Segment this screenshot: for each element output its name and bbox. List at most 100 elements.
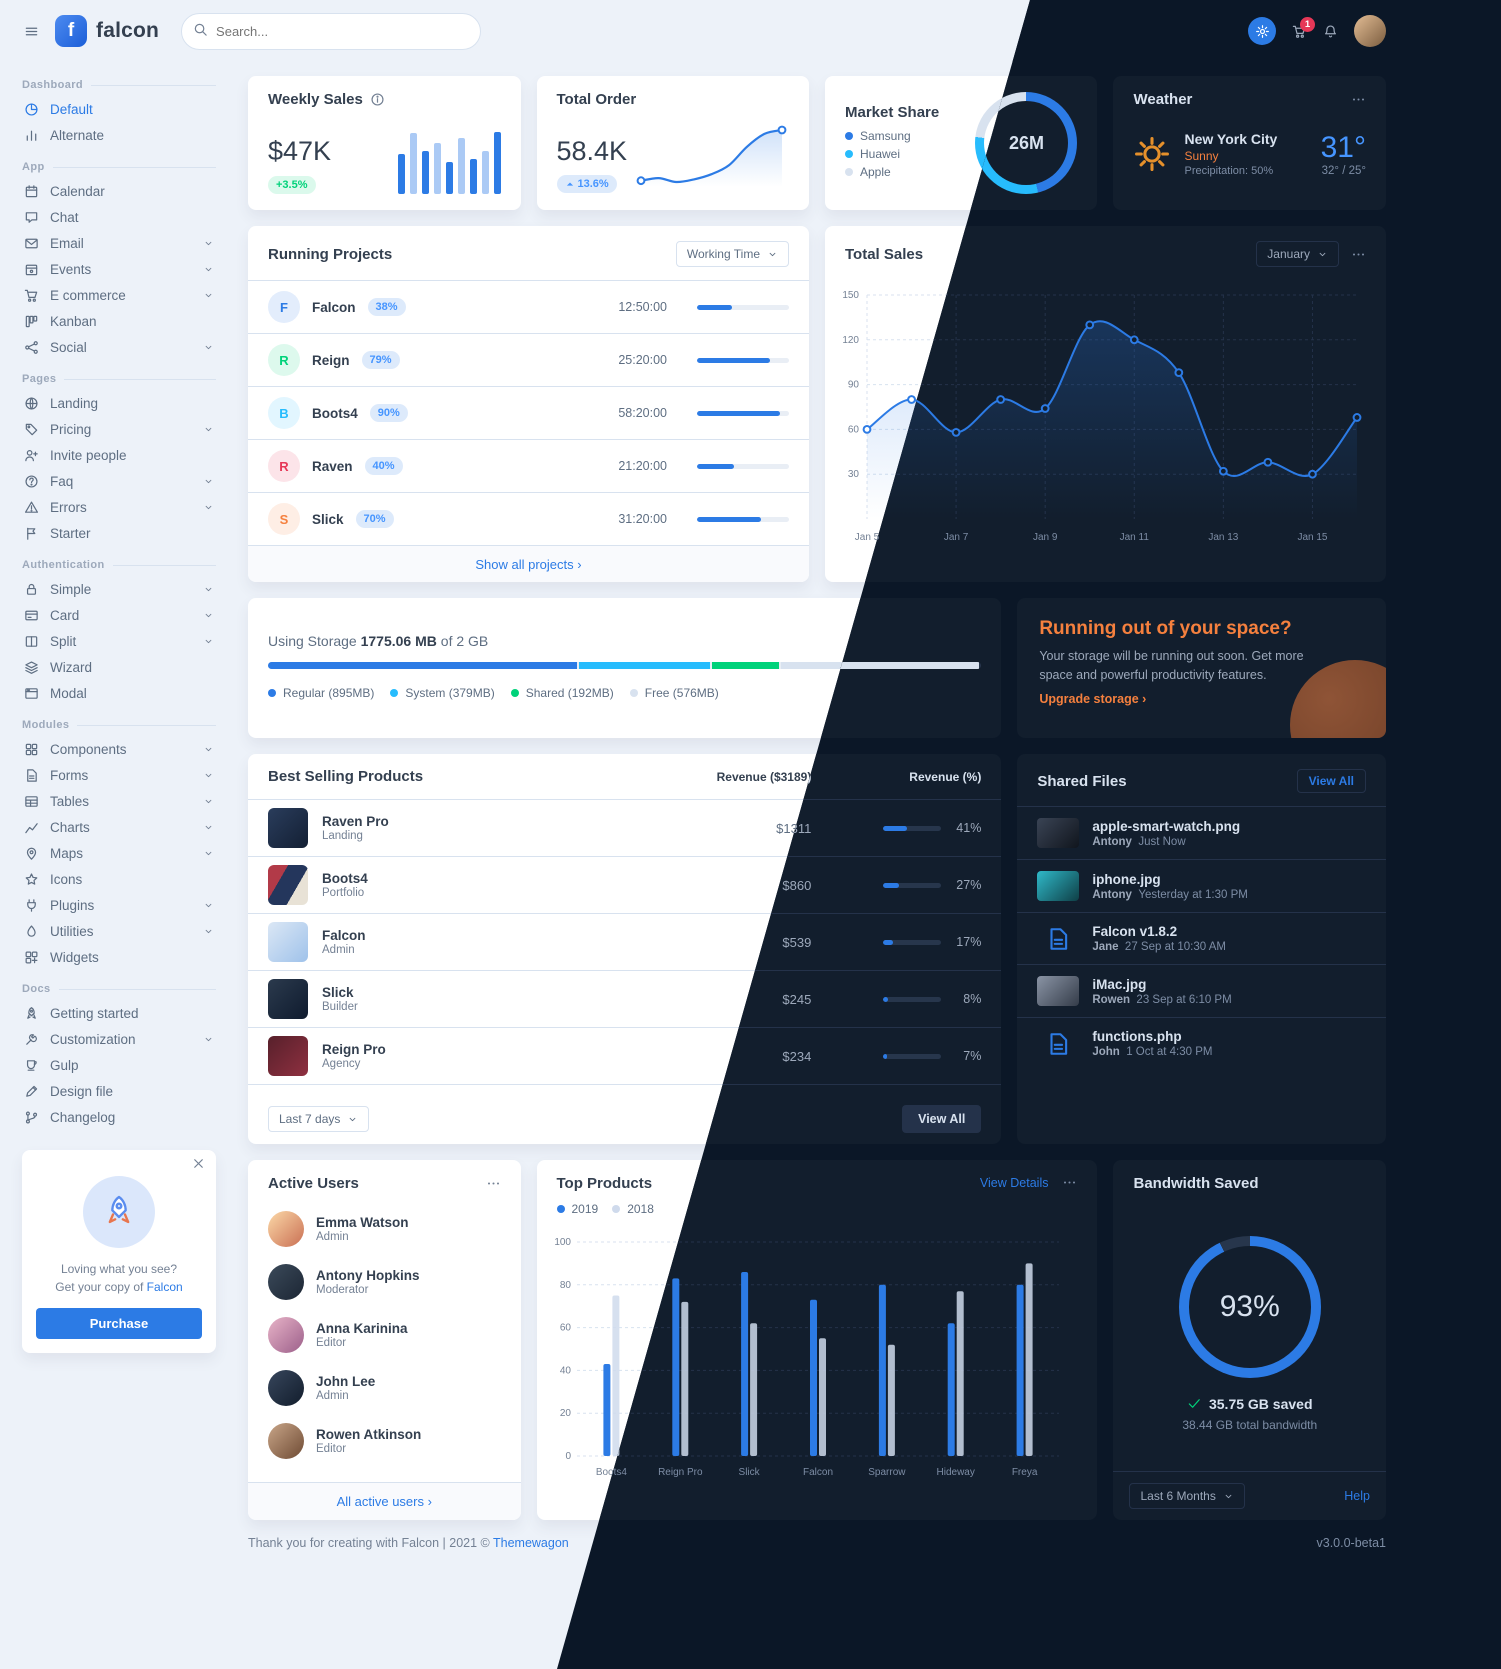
card-menu-icon[interactable] [1351,92,1366,107]
sidebar-item-design-file[interactable]: Design file [22,1078,216,1104]
caret-up-icon [565,179,575,189]
sidebar-item-pricing[interactable]: Pricing [22,416,216,442]
project-name[interactable]: Falcon [312,299,356,315]
card-menu-icon[interactable] [486,1176,501,1191]
sidebar-item-getting-started[interactable]: Getting started [22,1000,216,1026]
working-time-select[interactable]: Working Time [675,241,789,267]
user-name[interactable]: Antony Hopkins [316,1267,420,1283]
split-icon [24,634,39,649]
file-name[interactable]: iMac.jpg [1092,976,1147,992]
promo-falcon-link[interactable]: Falcon [146,1280,183,1294]
upgrade-storage-link[interactable]: Upgrade storage › [1039,691,1147,706]
product-revenue: $860 [782,877,812,893]
user-avatar [268,1263,304,1300]
sidebar-item-faq[interactable]: Faq [22,468,216,494]
sidebar-item-e-commerce[interactable]: E commerce [22,282,216,308]
last-7-days-select[interactable]: Last 7 days [268,1106,370,1132]
user-avatar[interactable] [1354,15,1386,47]
product-name[interactable]: Reign Pro [322,1042,386,1057]
sidebar-item-default[interactable]: Default [22,96,216,122]
sidebar-item-forms[interactable]: Forms [22,762,216,788]
sidebar-item-components[interactable]: Components [22,736,216,762]
sidebar-item-gulp[interactable]: Gulp [22,1052,216,1078]
sidebar-item-email[interactable]: Email [22,230,216,256]
sidebar-item-tables[interactable]: Tables [22,788,216,814]
card-menu-icon[interactable] [1351,247,1366,262]
best-selling-list: Raven Pro Landing $1311 41% Boots4 Portf… [557,800,1002,1094]
close-icon[interactable] [191,1156,206,1171]
sidebar-item-customization[interactable]: Customization [22,1026,216,1052]
project-name[interactable]: Reign [312,352,350,368]
view-all-files-button[interactable]: View All [1296,769,1366,793]
help-link[interactable]: Help [1344,1489,1370,1503]
card-menu-icon[interactable] [1062,1175,1077,1190]
user-name[interactable]: Rowen Atkinson [316,1426,422,1442]
sidebar-item-wizard[interactable]: Wizard [22,654,216,680]
project-name[interactable]: Boots4 [312,405,358,421]
project-name[interactable]: Raven [312,458,353,474]
svg-text:Jan 7: Jan 7 [944,532,969,543]
sidebar-item-invite-people[interactable]: Invite people [22,442,216,468]
file-name[interactable]: apple-smart-watch.png [1092,818,1241,834]
user-name[interactable]: Emma Watson [316,1214,409,1230]
sidebar-item-landing[interactable]: Landing [22,390,216,416]
sidebar-item-simple[interactable]: Simple [22,576,216,602]
sidebar-item-utilities[interactable]: Utilities [22,918,216,944]
shared-files-card: Shared Files View All apple-smart-watch.… [1017,754,1386,1144]
file-name[interactable]: iphone.jpg [1092,871,1161,887]
sidebar-item-errors[interactable]: Errors [22,494,216,520]
show-all-projects-link[interactable]: Show all projects › [475,557,582,572]
user-name[interactable]: Anna Karinina [316,1320,408,1336]
user-name[interactable]: John Lee [316,1373,376,1389]
card-title: Weather [1133,91,1193,108]
sidebar-item-card[interactable]: Card [22,602,216,628]
window-icon [24,686,39,701]
settings-button[interactable] [1248,17,1276,45]
chevron-down-icon [203,822,214,833]
sidebar-item-modal[interactable]: Modal [22,680,216,706]
sidebar-item-alternate[interactable]: Alternate [22,122,216,148]
product-name[interactable]: Slick [322,985,354,1000]
product-name[interactable]: Falcon [322,928,366,943]
sidebar-item-maps[interactable]: Maps [22,840,216,866]
space-body: Your storage will be running out soon. G… [1039,649,1304,682]
sidebar-item-widgets[interactable]: Widgets [22,944,216,970]
nav-section-title: Authentication [22,559,216,571]
sidebar-item-chat[interactable]: Chat [22,204,216,230]
sidebar-item-kanban[interactable]: Kanban [22,308,216,334]
sidebar-item-split[interactable]: Split [22,628,216,654]
last-6-months-select[interactable]: Last 6 Months [1129,1483,1245,1509]
themewagon-link[interactable]: Themewagon [493,1536,569,1550]
menu-toggle-button[interactable] [24,24,39,39]
falcon-logo-icon: f [55,15,87,47]
brand-logo[interactable]: f falcon [55,15,159,47]
product-thumbnail [268,1036,308,1076]
view-all-button[interactable]: View All [902,1105,982,1133]
month-select[interactable]: January [1256,241,1339,267]
sidebar-item-events[interactable]: Events [22,256,216,282]
svg-text:80: 80 [559,1280,571,1291]
search-input[interactable] [181,12,482,50]
product-revenue-percent: 8% [811,992,981,1006]
storage-title: Using Storage 1775.06 MB of 2 GB [268,633,981,649]
sidebar-item-starter[interactable]: Starter [22,520,216,546]
view-details-link[interactable]: View Details [979,1175,1049,1190]
sidebar-item-calendar[interactable]: Calendar [22,178,216,204]
product-name[interactable]: Boots4 [322,871,368,886]
all-active-users-link[interactable]: All active users › [336,1494,432,1509]
sidebar-item-icons[interactable]: Icons [22,866,216,892]
project-name[interactable]: Slick [312,511,344,527]
svg-text:100: 100 [554,1237,571,1248]
project-avatar: B [268,397,300,429]
purchase-button[interactable]: Purchase [36,1308,202,1339]
sidebar-item-social[interactable]: Social [22,334,216,360]
cart-button[interactable]: 1 [1292,16,1315,39]
file-name[interactable]: Falcon v1.8.2 [1092,924,1178,939]
sidebar-item-charts[interactable]: Charts [22,814,216,840]
sidebar-item-plugins[interactable]: Plugins [22,892,216,918]
notifications-button[interactable] [1323,24,1338,39]
file-name[interactable]: functions.php [1092,1029,1182,1044]
product-name[interactable]: Raven Pro [322,814,389,829]
sidebar-item-changelog[interactable]: Changelog [22,1104,216,1130]
info-icon[interactable] [370,92,385,107]
